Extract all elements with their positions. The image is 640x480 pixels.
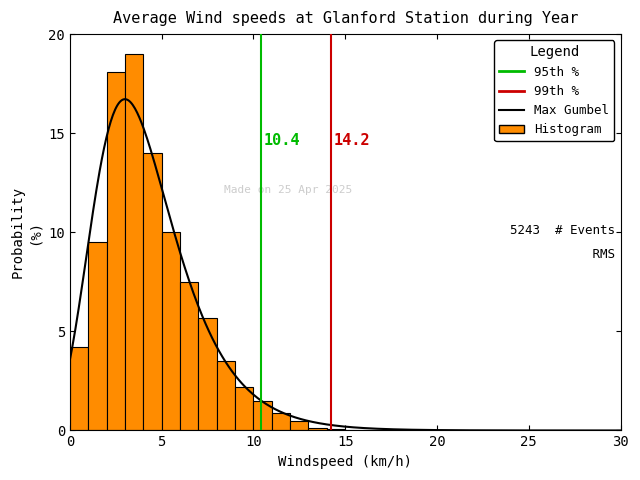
- Bar: [217, 361, 235, 431]
- Legend: 95th %, 99th %, Max Gumbel, Histogram: 95th %, 99th %, Max Gumbel, Histogram: [494, 40, 614, 142]
- Title: Average Wind speeds at Glanford Station during Year: Average Wind speeds at Glanford Station …: [113, 11, 578, 26]
- Bar: [235, 387, 253, 431]
- Bar: [70, 347, 88, 431]
- Bar: [162, 232, 180, 431]
- Text: RMS: RMS: [525, 248, 615, 261]
- Bar: [290, 420, 308, 431]
- Bar: [253, 401, 272, 431]
- Text: Made on 25 Apr 2025: Made on 25 Apr 2025: [224, 185, 352, 195]
- Bar: [272, 413, 290, 431]
- Bar: [308, 428, 327, 431]
- Bar: [327, 429, 345, 431]
- Bar: [180, 282, 198, 431]
- Bar: [125, 54, 143, 431]
- Text: 14.2: 14.2: [333, 133, 370, 148]
- Bar: [88, 242, 107, 431]
- Bar: [198, 318, 217, 431]
- Bar: [143, 153, 162, 431]
- X-axis label: Windspeed (km/h): Windspeed (km/h): [278, 455, 412, 469]
- Text: 10.4: 10.4: [264, 133, 300, 148]
- Bar: [107, 72, 125, 431]
- Text: 5243  # Events: 5243 # Events: [510, 225, 615, 238]
- Y-axis label: Probability
(%): Probability (%): [11, 186, 42, 278]
- Bar: [345, 430, 364, 431]
